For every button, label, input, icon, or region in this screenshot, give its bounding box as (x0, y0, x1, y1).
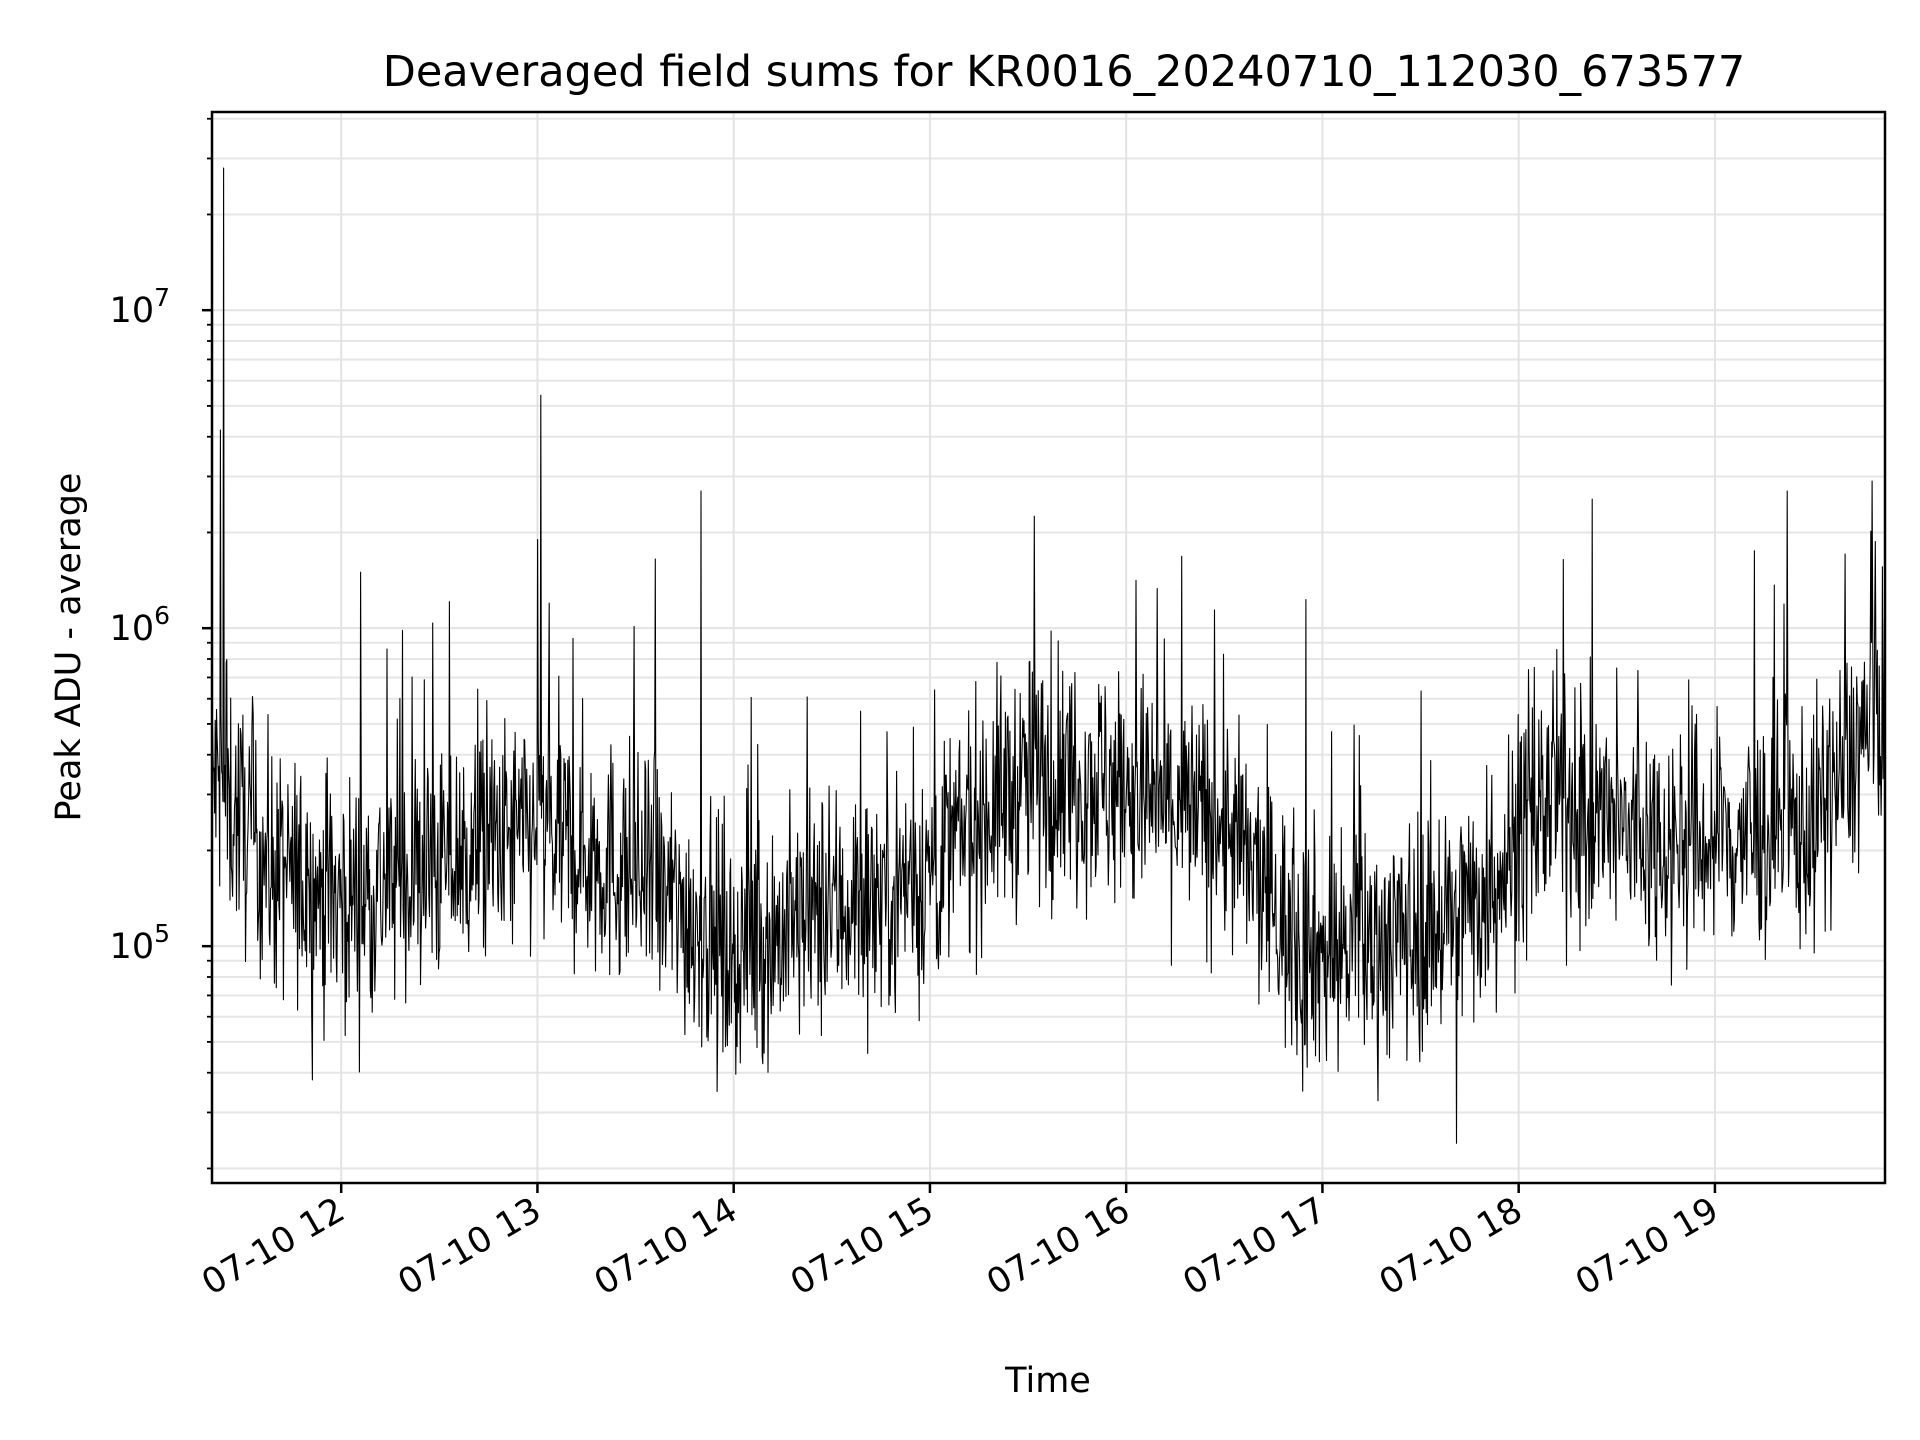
y-tick-label: 107 (110, 283, 170, 331)
y-tick-label: 105 (110, 919, 170, 967)
y-axis-label: Peak ADU - average (49, 473, 89, 822)
chart-title: Deaveraged field sums for KR0016_2024071… (383, 47, 1746, 97)
plot-frame (210, 110, 1887, 1185)
series-line (211, 167, 1886, 1144)
series-group (211, 167, 1886, 1144)
x-axis-label: Time (1004, 1361, 1091, 1401)
y-tick-label: 106 (110, 601, 170, 649)
y-axis: 105 106 107 (110, 117, 212, 1170)
